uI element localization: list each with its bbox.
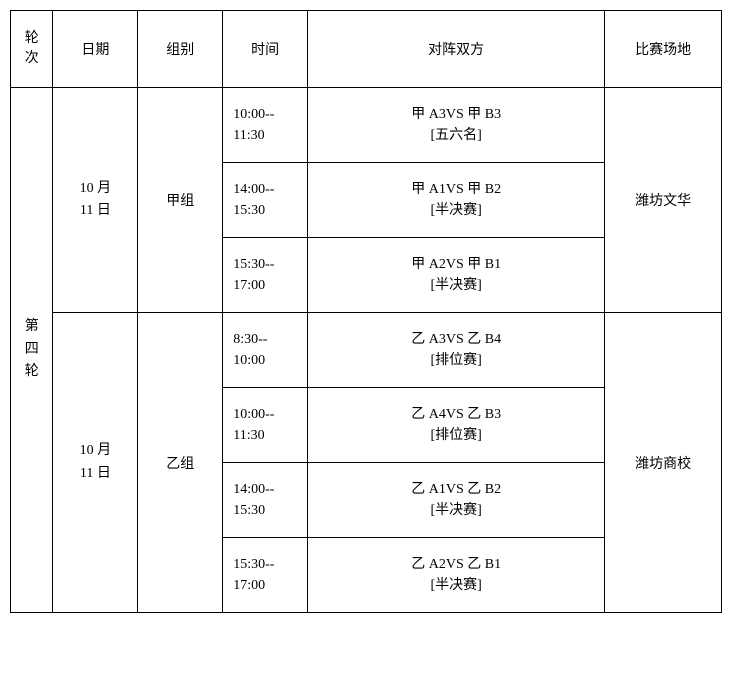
- time-value: 15:30--17:00: [233, 257, 274, 293]
- match-cell: 乙 A1VS 乙 B2 [半决赛]: [308, 463, 605, 538]
- match-note: [五六名]: [431, 128, 482, 143]
- time-cell: 10:00--11:30: [223, 388, 308, 463]
- venue-cell-a: 潍坊文华: [605, 88, 722, 313]
- match-teams: 乙 A4VS 乙 B3: [411, 407, 501, 422]
- match-note: [半决赛]: [431, 578, 482, 593]
- match-teams: 乙 A3VS 乙 B4: [411, 332, 501, 347]
- date-label: 10 月11 日: [80, 443, 112, 480]
- match-cell: 乙 A2VS 乙 B1 [半决赛]: [308, 538, 605, 613]
- date-cell-b: 10 月11 日: [53, 313, 138, 613]
- date-cell-a: 10 月11 日: [53, 88, 138, 313]
- time-cell: 15:30--17:00: [223, 538, 308, 613]
- match-note: [半决赛]: [431, 203, 482, 218]
- schedule-table: 轮次 日期 组别 时间 对阵双方 比赛场地 第四轮 10 月11 日 甲组 10…: [10, 10, 722, 613]
- match-note: [半决赛]: [431, 503, 482, 518]
- table-row: 10 月11 日 乙组 8:30--10:00 乙 A3VS 乙 B4 [排位赛…: [11, 313, 722, 388]
- header-date: 日期: [53, 11, 138, 88]
- time-cell: 10:00--11:30: [223, 88, 308, 163]
- match-teams: 乙 A1VS 乙 B2: [411, 482, 501, 497]
- round-cell: 第四轮: [11, 88, 53, 613]
- match-note: [半决赛]: [431, 278, 482, 293]
- match-teams: 乙 A2VS 乙 B1: [411, 557, 501, 572]
- time-value: 14:00--15:30: [233, 482, 274, 518]
- header-match: 对阵双方: [308, 11, 605, 88]
- time-value: 10:00--11:30: [233, 107, 274, 143]
- venue-cell-b: 潍坊商校: [605, 313, 722, 613]
- match-cell: 乙 A3VS 乙 B4 [排位赛]: [308, 313, 605, 388]
- match-cell: 乙 A4VS 乙 B3 [排位赛]: [308, 388, 605, 463]
- header-time: 时间: [223, 11, 308, 88]
- date-label: 10 月11 日: [80, 181, 112, 218]
- time-value: 10:00--11:30: [233, 407, 274, 443]
- match-cell: 甲 A2VS 甲 B1 [半决赛]: [308, 238, 605, 313]
- table-row: 第四轮 10 月11 日 甲组 10:00--11:30 甲 A3VS 甲 B3…: [11, 88, 722, 163]
- header-group: 组别: [138, 11, 223, 88]
- time-value: 8:30--10:00: [233, 332, 267, 368]
- time-cell: 15:30--17:00: [223, 238, 308, 313]
- match-cell: 甲 A3VS 甲 B3 [五六名]: [308, 88, 605, 163]
- match-note: [排位赛]: [431, 353, 482, 368]
- time-cell: 14:00--15:30: [223, 463, 308, 538]
- match-note: [排位赛]: [431, 428, 482, 443]
- time-cell: 8:30--10:00: [223, 313, 308, 388]
- match-teams: 甲 A3VS 甲 B3: [411, 107, 501, 122]
- header-round: 轮次: [11, 11, 53, 88]
- time-value: 15:30--17:00: [233, 557, 274, 593]
- group-cell-a: 甲组: [138, 88, 223, 313]
- match-cell: 甲 A1VS 甲 B2 [半决赛]: [308, 163, 605, 238]
- group-cell-b: 乙组: [138, 313, 223, 613]
- match-teams: 甲 A1VS 甲 B2: [411, 182, 501, 197]
- round-label: 第四轮: [25, 319, 39, 379]
- match-teams: 甲 A2VS 甲 B1: [411, 257, 501, 272]
- header-row: 轮次 日期 组别 时间 对阵双方 比赛场地: [11, 11, 722, 88]
- header-venue: 比赛场地: [605, 11, 722, 88]
- time-value: 14:00--15:30: [233, 182, 274, 218]
- time-cell: 14:00--15:30: [223, 163, 308, 238]
